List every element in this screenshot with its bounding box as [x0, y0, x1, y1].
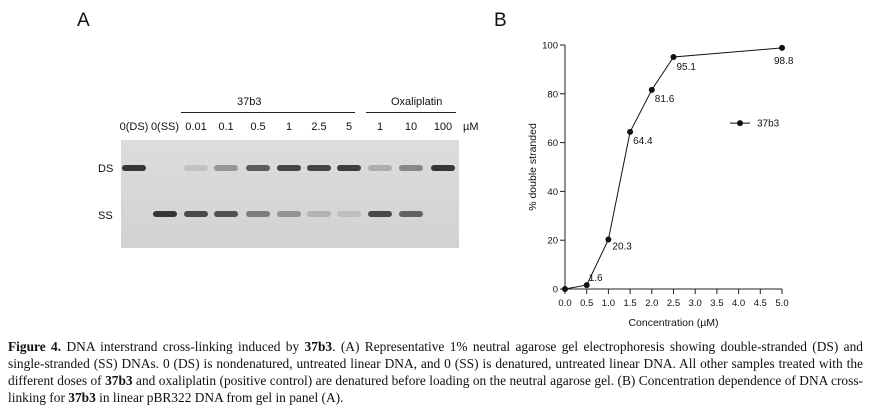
group-bracket-oxaliplatin [366, 112, 456, 113]
ds-band [368, 165, 392, 171]
ss-band [153, 211, 177, 217]
data-label: 98.8 [774, 56, 794, 67]
y-tick-label: 60 [547, 138, 558, 149]
data-point [562, 286, 568, 292]
panel-a-label: A [77, 10, 90, 31]
lane-label: 0.01 [185, 121, 207, 133]
unit-label: µM [463, 121, 479, 133]
caption-compound-2: 37b3 [68, 390, 96, 405]
caption-figure-label: Figure 4. [8, 339, 62, 354]
lane-label: 5 [345, 121, 353, 133]
lane-label: 0(SS) [150, 121, 180, 133]
x-tick-label: 3.5 [710, 298, 723, 309]
data-point [779, 44, 785, 51]
x-tick-label: 2.0 [645, 298, 658, 309]
lane-label: 2.5 [311, 121, 327, 133]
ds-band [337, 165, 361, 171]
ds-band [214, 165, 238, 171]
x-tick-label: 4.0 [732, 298, 745, 309]
ss-band [277, 211, 301, 217]
lane-label: 10 [404, 121, 418, 133]
ds-band [184, 165, 208, 171]
x-tick-label: 1.0 [602, 298, 615, 309]
row-label-ds: DS [98, 163, 114, 175]
ss-band [337, 211, 361, 217]
x-tick-label: 3.0 [689, 298, 702, 309]
caption-title-post: . [332, 339, 336, 354]
data-point [670, 53, 677, 60]
group-label-oxaliplatin: Oxaliplatin [391, 96, 443, 108]
data-point [648, 86, 655, 93]
x-tick-label: 0.5 [580, 298, 593, 309]
panel-b-label: B [494, 10, 507, 31]
data-label: 1.6 [589, 273, 603, 284]
group-label-37b3: 37b3 [237, 96, 262, 108]
data-label: 64.4 [633, 136, 653, 147]
x-tick-label: 5.0 [775, 298, 788, 309]
lane-label: 0.5 [250, 121, 266, 133]
y-tick-label: 20 [547, 236, 558, 247]
lane-label: 0(DS) [119, 121, 149, 133]
ds-band [399, 165, 423, 171]
caption-title-compound: 37b3 [304, 339, 333, 354]
data-point [627, 128, 634, 135]
x-tick-label: 1.5 [623, 298, 636, 309]
caption-text-a1: (A) Representative 1% neutral agarose ge… [8, 339, 863, 388]
x-tick-label: 2.5 [667, 298, 680, 309]
y-tick-label: 0 [553, 285, 558, 296]
y-tick-label: 100 [542, 41, 558, 52]
data-point [583, 282, 590, 289]
caption-compound-1: 37b3 [105, 373, 133, 388]
ss-band [307, 211, 331, 217]
figure-caption: Figure 4. DNA interstrand cross-linking … [8, 338, 863, 406]
x-axis-title: Concentration (µM) [628, 317, 718, 329]
lane-label: 100 [433, 121, 453, 133]
ss-band [246, 211, 270, 217]
y-tick-label: 40 [547, 187, 558, 198]
lane-label: 1 [285, 121, 293, 133]
ds-band [122, 165, 146, 171]
ds-band [431, 165, 455, 171]
lane-label: 1 [376, 121, 384, 133]
ss-band [368, 211, 392, 217]
series-line-37b3 [564, 47, 783, 290]
caption-text-b2: in linear pBR322 DNA from gel in panel (… [95, 390, 344, 405]
row-label-ss: SS [98, 210, 113, 222]
ss-band [399, 211, 423, 217]
x-tick-label: 0.0 [558, 298, 571, 309]
y-tick-label: 80 [547, 89, 558, 100]
ss-band [214, 211, 238, 217]
data-label: 20.3 [612, 241, 632, 252]
y-axis-title: % double stranded [527, 123, 539, 211]
cross-linking-chart: 0 20 40 60 80 100 0.0 0.5 1.0 1.5 2.0 2.5 3.0 3.5 4.0 4… [527, 41, 794, 330]
x-tick-label: 4.5 [754, 298, 767, 309]
caption-title-pre: DNA interstrand cross-linking induced by [66, 339, 305, 354]
group-bracket-37b3 [181, 112, 355, 113]
legend-marker [737, 120, 743, 127]
ds-band [277, 165, 301, 171]
ss-band [184, 211, 208, 217]
data-point [605, 236, 612, 243]
ds-band [307, 165, 331, 171]
legend-label: 37b3 [757, 119, 780, 130]
lane-label: 0.1 [218, 121, 234, 133]
ds-band [246, 165, 270, 171]
data-label: 95.1 [677, 62, 697, 73]
caption-text-a2: and oxaliplatin (positive control) are d… [8, 373, 863, 405]
agarose-gel-image [121, 140, 459, 248]
data-label: 81.6 [655, 94, 675, 105]
